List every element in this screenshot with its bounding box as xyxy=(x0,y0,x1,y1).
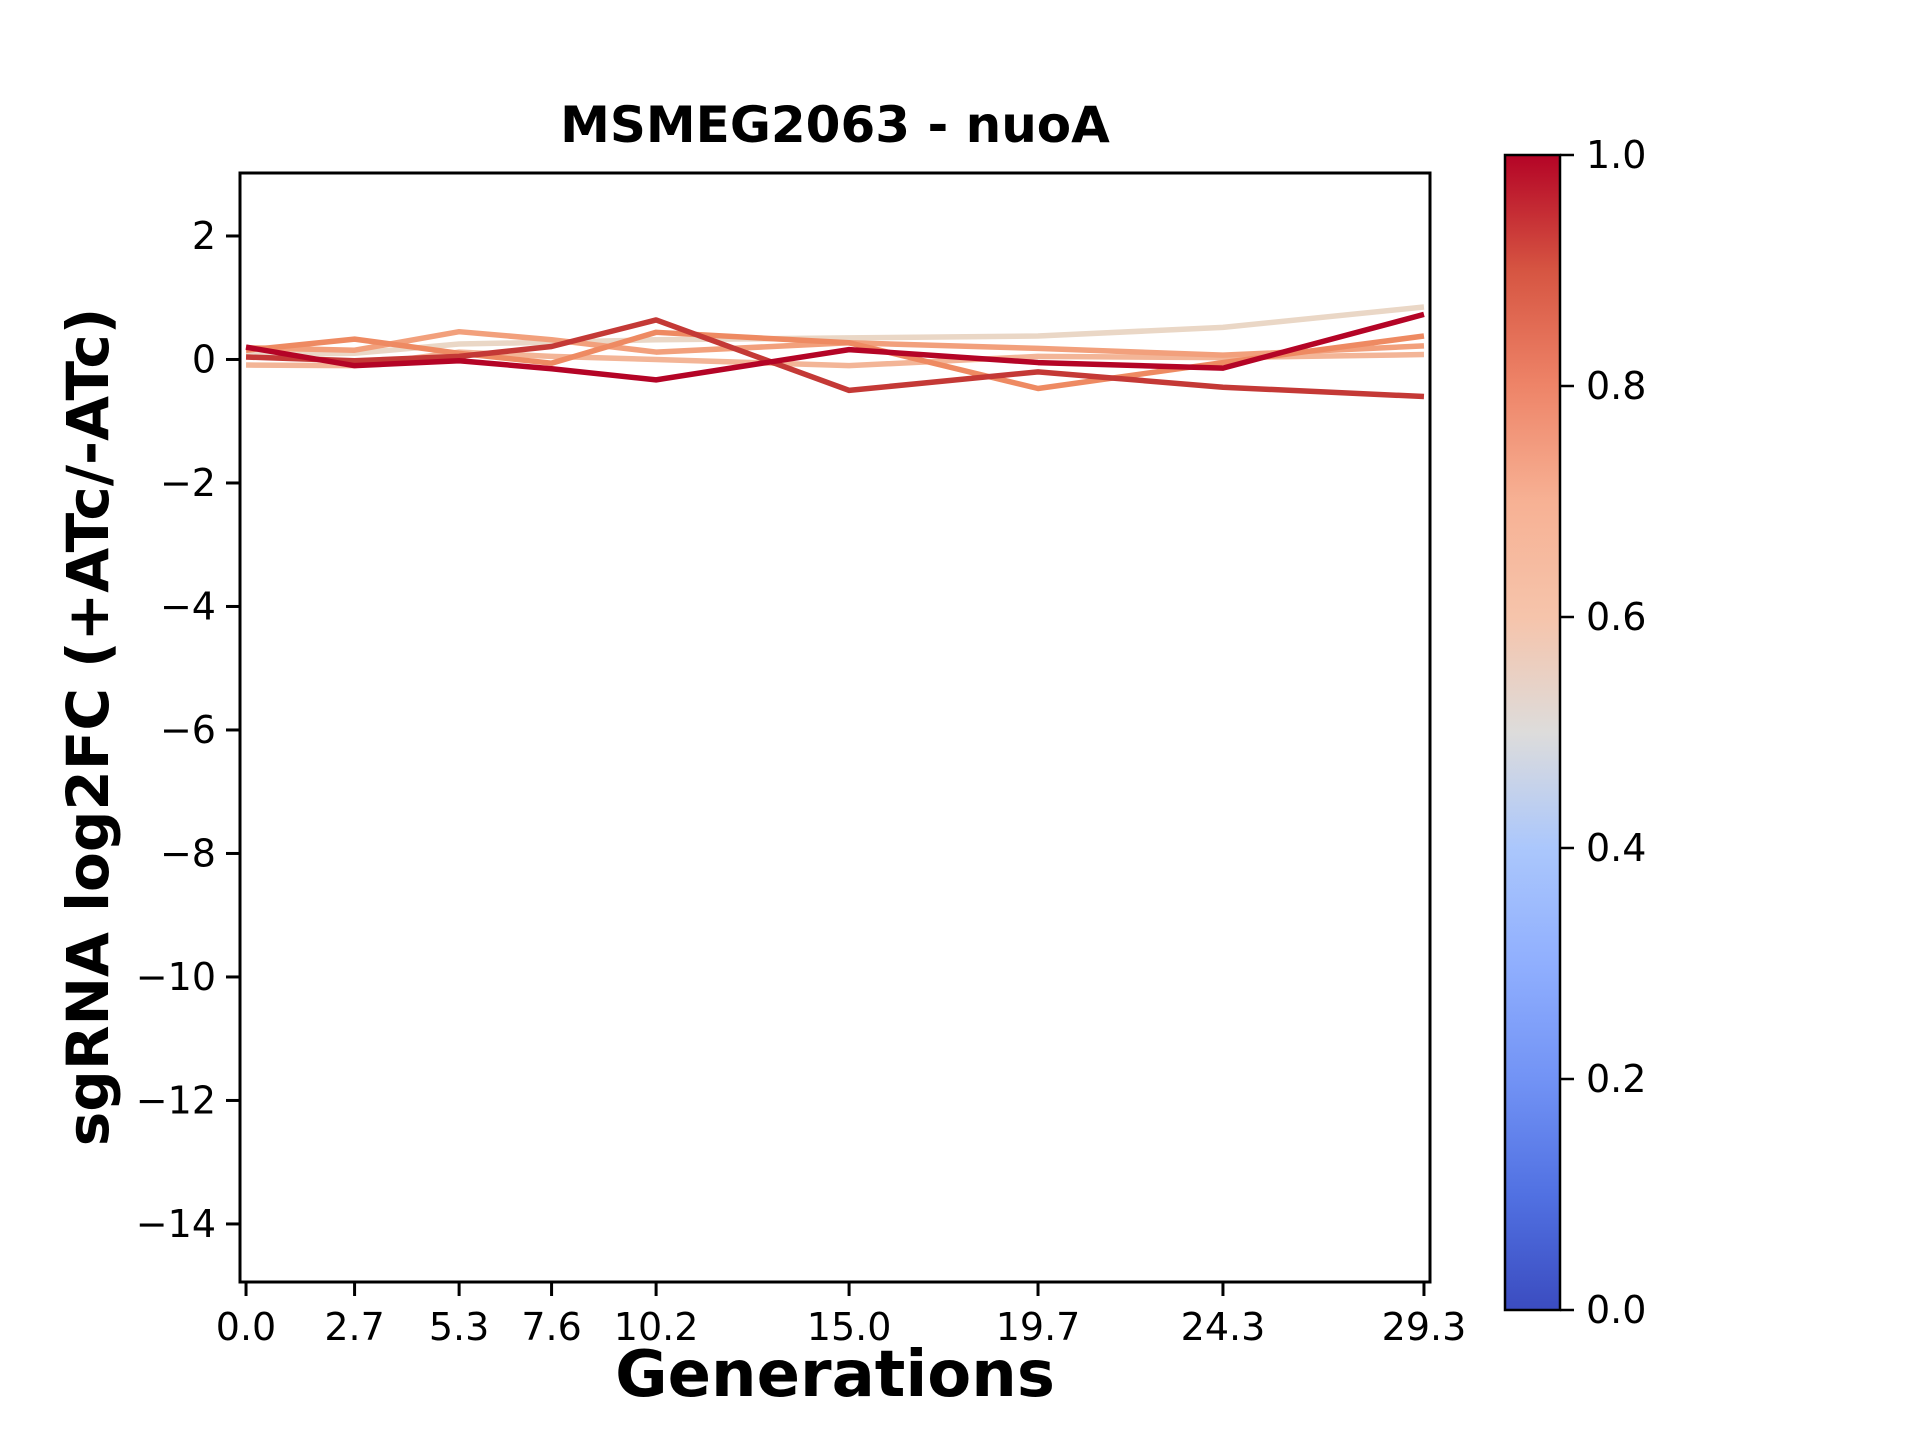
chart-title: MSMEG2063 - nuoA xyxy=(560,96,1110,154)
x-tick-label: 29.3 xyxy=(1382,1305,1467,1349)
y-tick-label: −4 xyxy=(160,584,216,628)
colorbar-tick-label: 0.6 xyxy=(1586,595,1646,639)
colorbar-tick-label: 0.0 xyxy=(1586,1288,1646,1332)
colorbar-tick-label: 0.8 xyxy=(1586,364,1646,408)
y-tick-label: −6 xyxy=(160,708,216,752)
x-tick-label: 5.3 xyxy=(429,1305,489,1349)
colorbar-tick-label: 0.2 xyxy=(1586,1057,1646,1101)
series-line-4 xyxy=(245,329,1425,392)
x-tick-label: 2.7 xyxy=(324,1305,384,1349)
y-tick-label: −10 xyxy=(136,955,216,999)
x-tick-label: 7.6 xyxy=(521,1305,581,1349)
colorbar-tick-label: 1.0 xyxy=(1586,133,1646,177)
y-tick-label: 0 xyxy=(192,337,216,381)
series-line-6 xyxy=(245,311,1425,383)
colorbar-tick-label: 0.4 xyxy=(1586,826,1646,870)
series-line-5 xyxy=(245,317,1425,400)
series-line-1 xyxy=(245,304,1425,358)
x-tick-label: 15.0 xyxy=(807,1305,892,1349)
y-tick-label: −8 xyxy=(160,831,216,875)
axes-spines xyxy=(238,171,1432,1284)
y-axis-label: sgRNA log2FC (+ATc/-ATc) xyxy=(54,307,122,1147)
x-tick-label: 19.7 xyxy=(996,1305,1081,1349)
x-tick-label: 24.3 xyxy=(1181,1305,1266,1349)
y-tick-label: 2 xyxy=(192,214,216,258)
x-tick-label: 10.2 xyxy=(614,1305,699,1349)
y-tick-label: −2 xyxy=(160,461,216,505)
colorbar-gradient xyxy=(1505,155,1560,1310)
x-tick-label: 0.0 xyxy=(216,1305,276,1349)
y-tick-label: −12 xyxy=(136,1078,216,1122)
x-axis-label: Generations xyxy=(615,1338,1055,1412)
y-tick-label: −14 xyxy=(136,1202,216,1246)
colorbar-outline xyxy=(1503,153,1562,1312)
